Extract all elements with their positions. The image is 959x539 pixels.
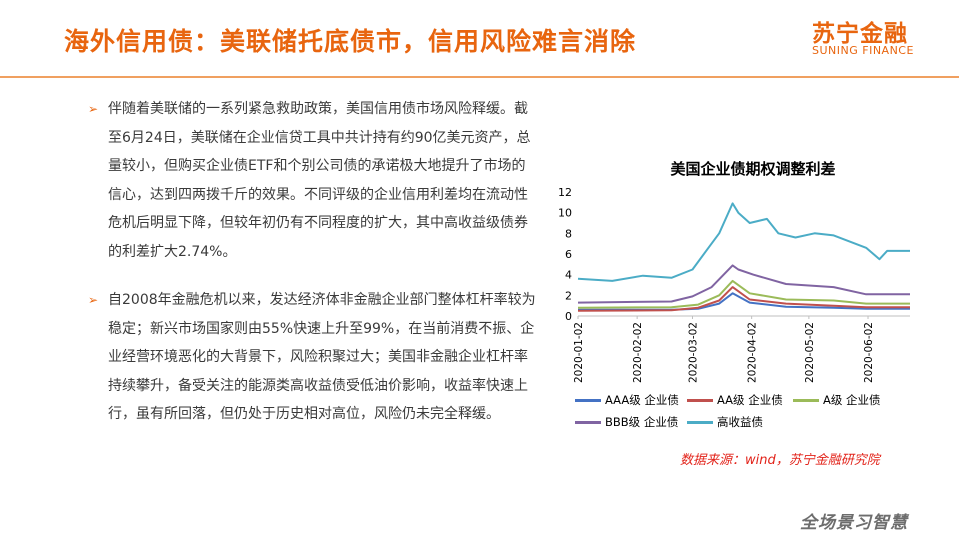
logo: 苏宁金融 SUNING FINANCE xyxy=(812,14,932,62)
series-line-1 xyxy=(577,286,910,312)
legend-swatch xyxy=(575,421,601,424)
legend-item: AA级 企业债 xyxy=(687,392,783,408)
legend-swatch xyxy=(687,421,713,424)
legend-label: AAA级 企业债 xyxy=(605,393,679,407)
legend-item: BBB级 企业债 xyxy=(575,414,678,430)
y-tick-label: 4 xyxy=(565,269,572,282)
bullet-arrow-icon: ➢ xyxy=(88,102,99,116)
y-tick-label: 6 xyxy=(565,248,572,261)
y-tick-label: 10 xyxy=(558,207,572,220)
legend-label: 高收益债 xyxy=(717,415,763,429)
page-title: 海外信用债：美联储托底债市，信用风险难言消除 xyxy=(64,27,637,56)
header: 海外信用债：美联储托底债市，信用风险难言消除 苏宁金融 SUNING FINAN… xyxy=(0,0,959,76)
legend-label: AA级 企业债 xyxy=(717,393,783,407)
legend-item: AAA级 企业债 xyxy=(575,392,679,408)
x-tick-label: 2020-04-02 xyxy=(747,322,759,383)
legend-item: A级 企业债 xyxy=(793,392,881,408)
paragraph-text: 自2008年金融危机以来，发达经济体非金融企业部门整体杠杆率较为稳定；新兴市场国… xyxy=(108,292,536,422)
logo-subtext: SUNING FINANCE xyxy=(812,44,914,57)
y-tick-label: 8 xyxy=(565,227,572,240)
x-tick-label: 2020-05-02 xyxy=(804,322,816,383)
series-line-4 xyxy=(577,202,910,282)
x-tick-label: 2020-06-02 xyxy=(863,322,875,383)
source-note: 数据来源：wind，苏宁金融研究院 xyxy=(680,453,880,468)
series-line-2 xyxy=(577,279,910,309)
legend-label: A级 企业债 xyxy=(823,393,881,407)
bullet-arrow-icon: ➢ xyxy=(88,293,99,307)
legend-swatch xyxy=(575,399,601,402)
legend-swatch xyxy=(687,399,713,402)
line-chart: 0 2 4 6 8 10 12 2020-01-02 2020-02-02 2020-03-02 2… xyxy=(558,186,910,383)
header-divider xyxy=(0,76,959,78)
paragraph: ➢ 伴随着美联储的一系列紧急救助政策，美国信用债市场风险释缓。截至6月24日，美… xyxy=(88,95,538,266)
y-tick-label: 2 xyxy=(565,289,572,302)
legend-swatch xyxy=(793,399,819,402)
x-tick-label: 2020-01-02 xyxy=(573,322,585,383)
footer-slogan: 全场景习智慧 xyxy=(800,513,908,533)
series-line-3 xyxy=(577,264,910,304)
x-tick-label: 2020-02-02 xyxy=(632,322,644,383)
chart-title: 美国企业债期权调整利差 xyxy=(670,160,836,178)
y-tick-label: 0 xyxy=(565,310,572,323)
legend-label: BBB级 企业债 xyxy=(605,415,679,429)
logo-text: 苏宁金融 xyxy=(812,21,908,47)
paragraph: ➢ 自2008年金融危机以来，发达经济体非金融企业部门整体杠杆率较为稳定；新兴市… xyxy=(88,286,538,429)
x-tick-label: 2020-03-02 xyxy=(687,322,699,383)
paragraph-text: 伴随着美联储的一系列紧急救助政策，美国信用债市场风险释缓。截至6月24日，美联储… xyxy=(108,101,531,260)
y-tick-label: 12 xyxy=(558,186,572,199)
body-text: ➢ 伴随着美联储的一系列紧急救助政策，美国信用债市场风险释缓。截至6月24日，美… xyxy=(88,95,538,429)
legend-item: 高收益债 xyxy=(687,414,763,430)
